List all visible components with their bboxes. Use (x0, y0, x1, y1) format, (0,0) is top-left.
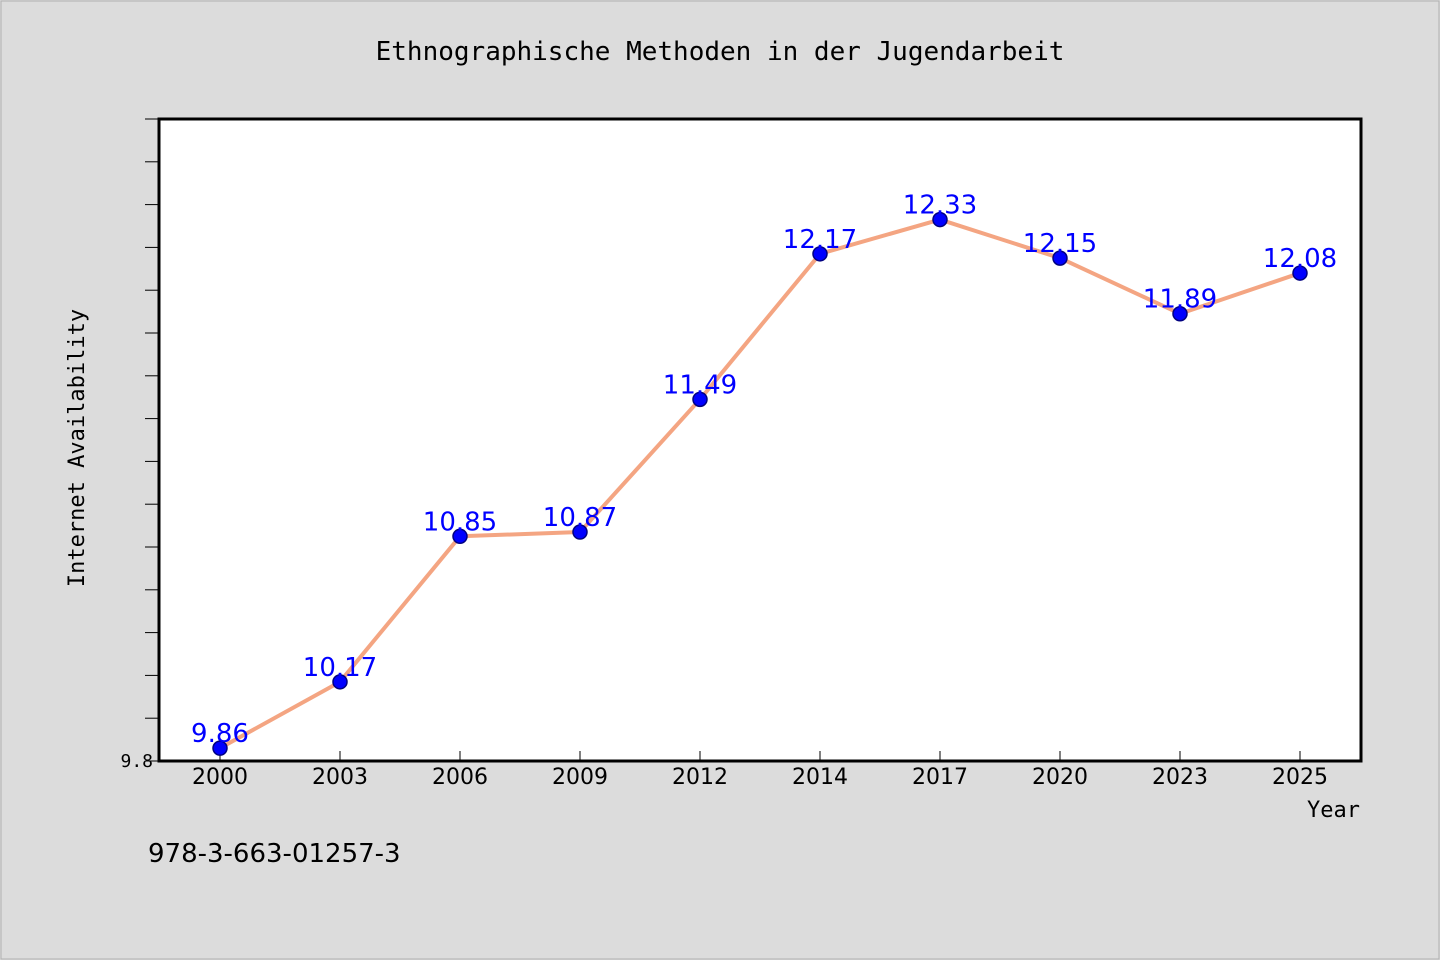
data-point-label: 10.17 (303, 653, 377, 683)
data-point-label: 12.33 (903, 191, 977, 221)
x-tick-label: 2003 (312, 765, 368, 790)
x-tick-label: 2023 (1152, 765, 1208, 790)
data-point-label: 10.85 (423, 507, 497, 537)
data-point-marker (1172, 305, 1188, 322)
data-point-label: 12.15 (1023, 229, 1097, 259)
data-markers (212, 211, 1308, 756)
data-point-marker (1052, 250, 1068, 266)
data-point-label: 11.89 (1143, 285, 1217, 315)
data-point-marker (212, 740, 228, 756)
x-tick-label: 2020 (1032, 765, 1088, 790)
plot-area (157, 117, 1363, 763)
data-labels: 9.86 10.17 10.85 10.87 11.49 12.17 12.33 12.15 1… (191, 191, 1337, 750)
y-axis-ticks: 9.8 (120, 118, 159, 772)
x-tick-label: 2017 (912, 765, 968, 790)
x-tick-label: 2000 (192, 765, 248, 790)
chart-title: Ethnographische Methoden in der Jugendar… (376, 37, 1065, 67)
x-tick-label: 2025 (1272, 765, 1328, 790)
data-point-marker (932, 211, 948, 228)
y-tick-label: 9.8 (120, 751, 153, 772)
x-tick-label: 2012 (672, 765, 728, 790)
isbn-footer-text: 978-3-663-01257-3 (148, 839, 401, 869)
data-point-marker (572, 524, 588, 540)
data-point-marker (452, 528, 468, 545)
x-tick-label: 2006 (432, 765, 488, 790)
data-point-label: 12.08 (1263, 244, 1337, 274)
data-point-label: 10.87 (543, 503, 617, 533)
x-axis-ticks: 2000 2003 2006 2009 2012 2014 2017 2020 2023 2025 (192, 751, 1328, 790)
y-axis-label: Internet Availability (65, 309, 90, 587)
data-point-label: 11.49 (663, 370, 737, 400)
data-point-label: 12.17 (783, 225, 857, 255)
series-line (218, 217, 1302, 751)
x-axis-label: Year (1307, 798, 1360, 823)
data-point-marker (692, 391, 708, 408)
x-tick-label: 2009 (552, 765, 608, 790)
data-point-marker (1292, 265, 1308, 281)
data-point-marker (812, 246, 828, 262)
data-point-marker (332, 674, 348, 690)
data-point-label: 9.86 (191, 719, 249, 749)
x-tick-label: 2014 (792, 765, 848, 790)
